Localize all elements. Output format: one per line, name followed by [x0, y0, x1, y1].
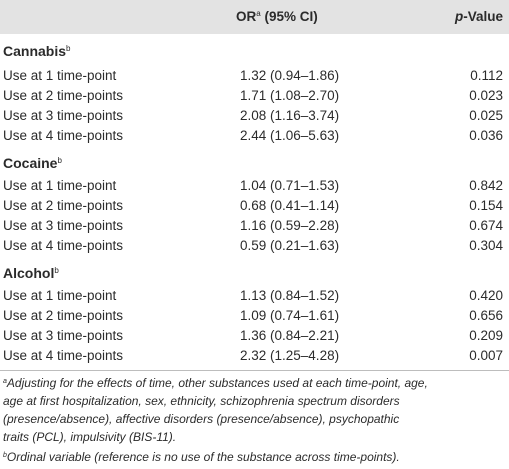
row-label: Use at 1 time-point: [3, 288, 117, 303]
pvalue-column-header: p-Value: [454, 9, 503, 24]
row-or: 0.59 (0.21–1.63): [240, 238, 340, 253]
footnote-a: aAdjusting for the effects of time, othe…: [3, 376, 428, 444]
table-row: Use at 3 time-points 1.16 (0.59–2.28) 0.67…: [0, 218, 509, 238]
table-row: Use at 3 time-points 2.08 (1.16–3.74) 0.02…: [0, 108, 509, 128]
row-pvalue: 0.209: [469, 328, 503, 343]
table-header: [0, 0, 509, 34]
table-row: Use at 1 time-point 1.32 (0.94–1.86) 0.112: [0, 68, 509, 88]
row-pvalue: 0.154: [469, 198, 503, 213]
table-row: Use at 2 time-points 1.09 (0.74–1.61) 0.65…: [0, 308, 509, 328]
row-pvalue: 0.025: [469, 108, 503, 123]
row-or: 1.09 (0.74–1.61): [240, 308, 340, 323]
row-pvalue: 0.674: [469, 218, 503, 233]
row-label: Use at 1 time-point: [3, 68, 117, 83]
row-label: Use at 2 time-points: [3, 198, 124, 213]
row-label: Use at 3 time-points: [3, 108, 124, 123]
row-pvalue: 0.420: [469, 288, 503, 303]
section-title-cocaine: Cocaineb: [3, 155, 62, 171]
table-row: Use at 3 time-points 1.36 (0.84–2.21) 0.20…: [0, 328, 509, 348]
row-label: Use at 4 time-points: [3, 348, 124, 363]
section-title-cannabis: Cannabisb: [3, 43, 71, 59]
row-pvalue: 0.112: [470, 68, 503, 83]
row-pvalue: 0.304: [469, 238, 503, 253]
footnote-b: bOrdinal variable (reference is no use o…: [3, 450, 400, 464]
table-row: Use at 2 time-points 0.68 (0.41–1.14) 0.15…: [0, 198, 509, 218]
row-or: 1.13 (0.84–1.52): [240, 288, 340, 303]
row-or: 1.32 (0.94–1.86): [240, 68, 340, 83]
or-column-header: ORa (95% CI): [236, 9, 318, 24]
row-pvalue: 0.842: [469, 178, 503, 193]
row-label: Use at 2 time-points: [3, 88, 124, 103]
row-label: Use at 4 time-points: [3, 238, 124, 253]
row-label: Use at 1 time-point: [3, 178, 117, 193]
row-or: 1.04 (0.71–1.53): [240, 178, 340, 193]
table-bottom-rule: [0, 370, 509, 371]
row-pvalue: 0.036: [469, 128, 503, 143]
row-pvalue: 0.023: [469, 88, 503, 103]
table-row: Use at 2 time-points 1.71 (1.08–2.70) 0.02…: [0, 88, 509, 108]
table-row: Use at 1 time-point 1.04 (0.71–1.53) 0.842: [0, 178, 509, 198]
table-row: Use at 4 time-points 2.44 (1.06–5.63) 0.03…: [0, 128, 509, 148]
row-or: 1.16 (0.59–2.28): [240, 218, 340, 233]
row-pvalue: 0.007: [469, 348, 503, 363]
row-or: 0.68 (0.41–1.14): [240, 198, 340, 213]
row-label: Use at 3 time-points: [3, 328, 124, 343]
row-or: 2.08 (1.16–3.74): [240, 108, 340, 123]
row-pvalue: 0.656: [469, 308, 503, 323]
section-title-alcohol: Alcoholb: [3, 265, 59, 281]
row-or: 2.32 (1.25–4.28): [240, 348, 340, 363]
table-row: Use at 4 time-points 0.59 (0.21–1.63) 0.30…: [0, 238, 509, 258]
table-row: Use at 1 time-point 1.13 (0.84–1.52) 0.420: [0, 288, 509, 308]
row-or: 1.71 (1.08–2.70): [240, 88, 340, 103]
table-row: Use at 4 time-points 2.32 (1.25–4.28) 0.00…: [0, 348, 509, 368]
row-label: Use at 3 time-points: [3, 218, 124, 233]
row-or: 2.44 (1.06–5.63): [240, 128, 340, 143]
row-label: Use at 4 time-points: [3, 128, 124, 143]
row-label: Use at 2 time-points: [3, 308, 124, 323]
row-or: 1.36 (0.84–2.21): [240, 328, 340, 343]
